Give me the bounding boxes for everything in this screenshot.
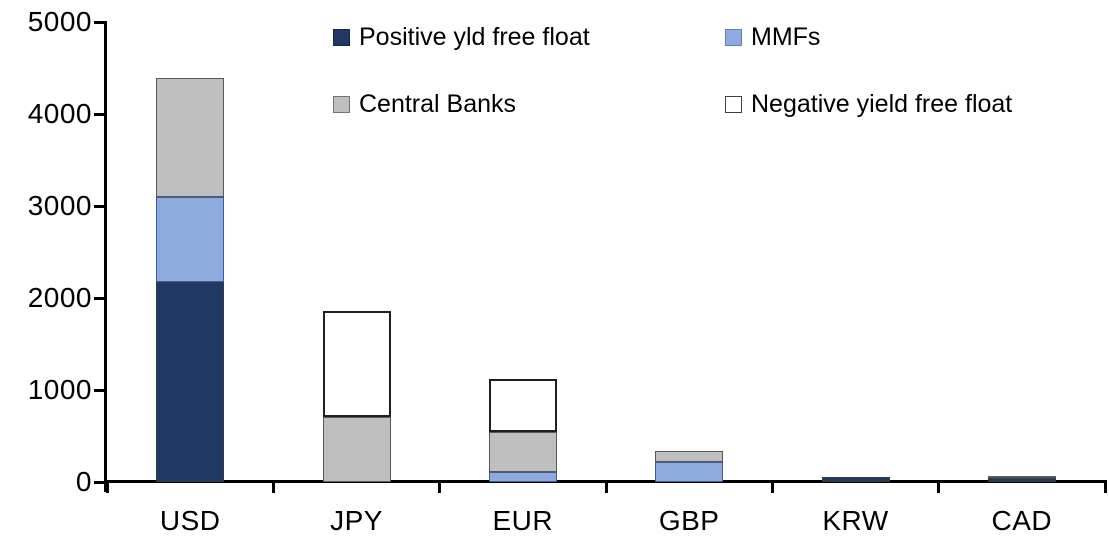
y-axis-tick-label: 5000 xyxy=(27,6,92,37)
x-axis-tick xyxy=(1103,480,1107,493)
y-axis-tick xyxy=(94,296,107,300)
bar-segment-USD-mmfs xyxy=(156,197,225,283)
y-axis-tick-label: 3000 xyxy=(27,190,92,221)
x-axis-tick xyxy=(271,480,275,493)
bar-segment-CAD-central-banks xyxy=(987,475,1056,479)
bar-segment-EUR-central-banks xyxy=(488,431,557,472)
y-axis-tick xyxy=(94,388,107,392)
bar-segment-JPY-central-banks xyxy=(322,417,391,482)
bar-segment-EUR-mmfs xyxy=(488,471,557,482)
x-axis-category-label: EUR xyxy=(492,505,554,536)
legend-label: MMFs xyxy=(751,22,821,51)
legend-swatch-positive-yld-free-float xyxy=(333,28,350,46)
bar-segment-CAD-positive-yld-free-float xyxy=(987,478,1056,482)
bar-segment-USD-central-banks xyxy=(156,78,225,198)
x-axis-tick xyxy=(105,480,109,493)
y-axis-tick xyxy=(94,204,107,208)
y-axis-tick-label: 4000 xyxy=(27,98,92,129)
bar-segment-GBP-central-banks xyxy=(655,451,724,463)
y-axis-tick-label: 0 xyxy=(75,466,92,497)
y-axis-line xyxy=(104,22,107,492)
y-axis-tick-label: 1000 xyxy=(27,374,92,405)
y-axis-tick xyxy=(94,480,107,484)
x-axis-tick xyxy=(937,480,941,493)
legend-item-mmfs: MMFs xyxy=(725,22,821,51)
x-axis-tick xyxy=(438,480,442,493)
x-axis-category-label: JPY xyxy=(330,505,383,536)
y-axis-tick xyxy=(94,20,107,24)
x-axis-category-label: USD xyxy=(159,505,221,536)
legend-item-central-banks: Central Banks xyxy=(333,89,517,118)
legend-label: Central Banks xyxy=(359,89,517,118)
bar-segment-JPY-negative-yield-free-float xyxy=(322,311,391,418)
x-axis-tick xyxy=(604,480,608,493)
y-axis-tick-label: 2000 xyxy=(27,282,92,313)
legend-swatch-mmfs xyxy=(725,28,742,46)
y-axis-tick xyxy=(94,112,107,116)
bar-segment-KRW-positive-yld-free-float xyxy=(821,477,890,482)
legend-swatch-negative-yield-free-float xyxy=(725,95,742,113)
x-axis-category-label: GBP xyxy=(658,505,720,536)
legend-item-positive-yld-free-float: Positive yld free float xyxy=(333,22,590,51)
bar-segment-GBP-mmfs xyxy=(655,462,724,482)
bar-segment-EUR-negative-yield-free-float xyxy=(488,378,557,432)
legend-label: Positive yld free float xyxy=(359,22,590,51)
legend-item-negative-yield-free-float: Negative yield free float xyxy=(725,89,1013,118)
legend-label: Negative yield free float xyxy=(751,89,1013,118)
bar-segment-USD-positive-yld-free-float xyxy=(156,282,225,482)
x-axis-category-label: CAD xyxy=(991,505,1053,536)
legend-swatch-central-banks xyxy=(333,95,350,113)
x-axis-category-label: KRW xyxy=(822,505,889,536)
x-axis-tick xyxy=(770,480,774,493)
